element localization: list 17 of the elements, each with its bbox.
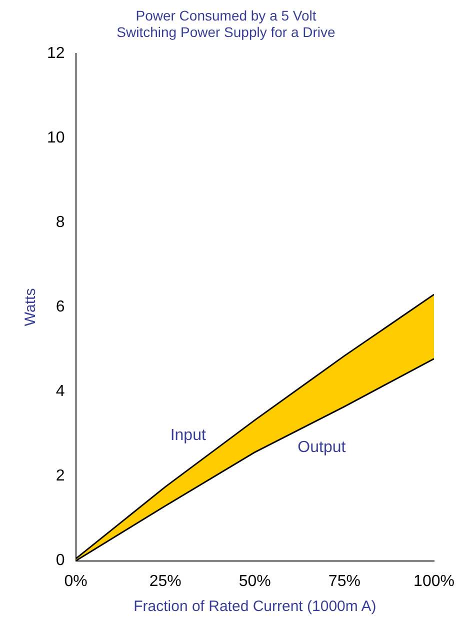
x-tick-label: 50% — [238, 572, 271, 590]
x-tick-label: 75% — [328, 572, 360, 590]
series-label: Output — [298, 438, 346, 456]
y-tick-label: 0 — [56, 552, 65, 570]
series-label: Input — [170, 426, 206, 444]
x-tick-label: 25% — [149, 572, 182, 590]
x-tick-label: 0% — [64, 572, 88, 590]
y-tick-label: 8 — [56, 214, 65, 232]
chart-title: Power Consumed by a 5 Volt Switching Power Supply for a Drive — [116, 7, 336, 40]
y-tick-label: 2 — [56, 468, 65, 485]
y-axis-title: Watts — [22, 288, 40, 326]
y-tick-label: 12 — [47, 45, 65, 62]
y-tick-label: 10 — [47, 130, 65, 147]
y-tick-label: 4 — [56, 383, 65, 400]
y-tick-label: 6 — [56, 298, 65, 316]
x-axis-title: Fraction of Rated Current (1000m A) — [134, 598, 376, 616]
x-tick-label: 100% — [414, 572, 454, 590]
